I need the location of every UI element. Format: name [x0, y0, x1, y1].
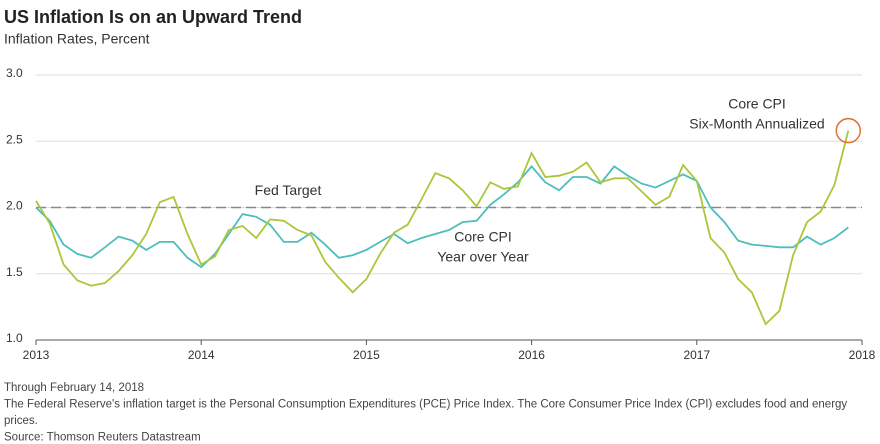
footnote: The Federal Reserve's inflation target i… [4, 399, 847, 411]
y-tick-label: 1.5 [6, 265, 23, 279]
footnote: prices. [4, 415, 38, 427]
x-tick-label: 2016 [518, 348, 545, 362]
series-label: Core CPI [728, 96, 786, 112]
chart-title: US Inflation Is on an Upward Trend [4, 7, 302, 27]
y-tick-label: 2.0 [6, 199, 23, 213]
x-tick-label: 2018 [849, 348, 876, 362]
highlight-circle [835, 117, 862, 144]
reference-label: Fed Target [255, 182, 322, 198]
series-line [35, 165, 849, 269]
x-tick-label: 2014 [188, 348, 215, 362]
series-label: Six-Month Annualized [689, 116, 824, 132]
series-label: Year over Year [437, 249, 529, 265]
x-tick-label: 2017 [683, 348, 710, 362]
x-tick-label: 2013 [23, 348, 50, 362]
series-label: Core CPI [454, 229, 512, 245]
y-tick-label: 3.0 [6, 66, 23, 80]
series-line [35, 130, 850, 326]
x-tick-label: 2015 [353, 348, 380, 362]
y-tick-label: 1.0 [6, 331, 23, 345]
y-tick-label: 2.5 [6, 132, 23, 146]
footnote: Source: Thomson Reuters Datastream [4, 432, 201, 444]
footnote: Through February 14, 2018 [4, 382, 144, 394]
chart-subtitle: Inflation Rates, Percent [4, 31, 150, 47]
